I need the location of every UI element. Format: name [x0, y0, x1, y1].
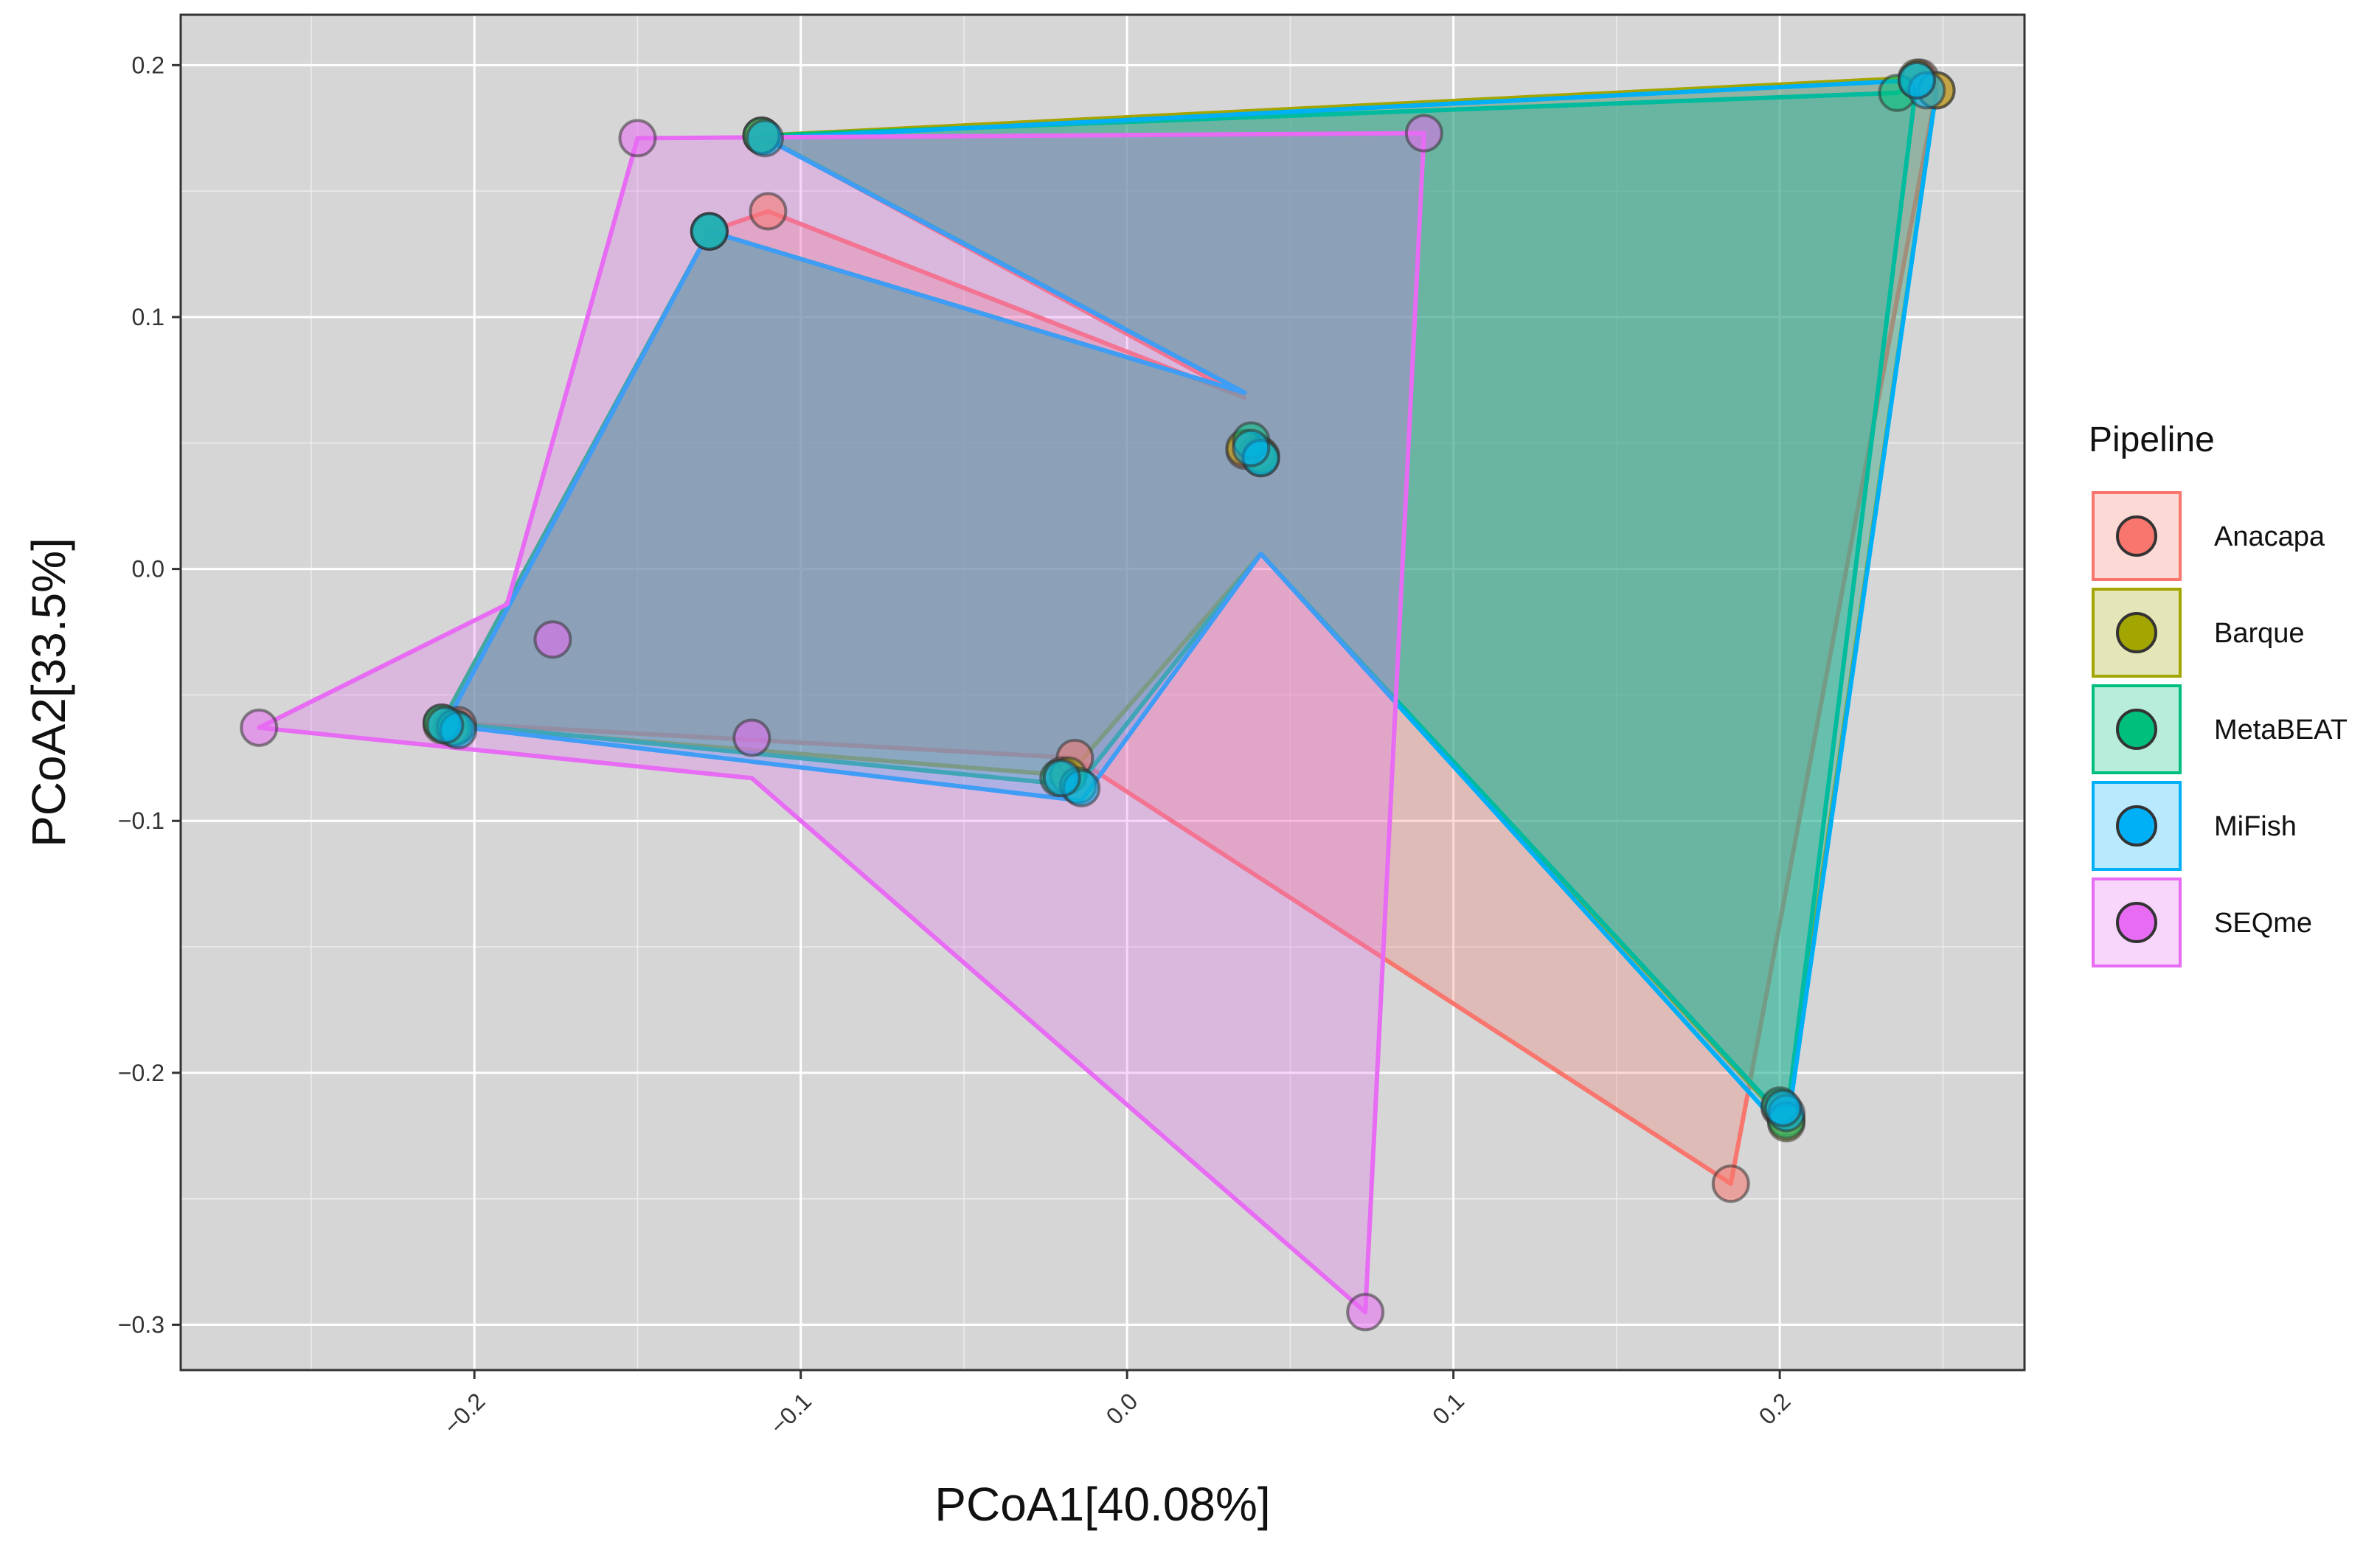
y-tick-label: 0.1: [132, 304, 164, 330]
legend-dot: [2116, 902, 2157, 943]
plot-panel: [179, 13, 2026, 1372]
point-seqme: [1404, 114, 1443, 153]
y-tick-label: −0.2: [118, 1060, 164, 1086]
point-mifish: [746, 119, 785, 158]
legend-title: Pipeline: [2089, 420, 2215, 459]
legend-dot: [2116, 612, 2157, 653]
point-anacapa: [1711, 1164, 1750, 1203]
major-grid: [181, 15, 2025, 1370]
x-axis-title: PCoA1[40.08%]: [934, 1478, 1270, 1531]
panel-border: [179, 13, 2026, 1372]
y-tick-label: −0.1: [118, 807, 164, 834]
legend: Pipeline Anacapa Barque MetaBEAT MiFish SEQm…: [2089, 420, 2348, 967]
legend-dot: [2116, 709, 2157, 750]
legend-dot: [2116, 805, 2157, 847]
point-anacapa: [749, 192, 788, 231]
legend-item-mifish: MiFish: [2092, 781, 2297, 871]
legend-item-metabeat: MetaBEAT: [2092, 684, 2348, 774]
legend-items: Anacapa Barque MetaBEAT MiFish SEQme: [2092, 491, 2348, 967]
point-mifish: [1232, 428, 1271, 468]
point-seqme: [240, 708, 279, 747]
legend-item-seqme: SEQme: [2092, 877, 2312, 967]
point-mifish: [690, 212, 729, 251]
point-seqme: [618, 119, 657, 158]
legend-label: MetaBEAT: [2214, 715, 2348, 746]
legend-label: SEQme: [2214, 908, 2312, 939]
hull-polygons: [257, 75, 1939, 1315]
minor-grid: [181, 15, 2025, 1370]
legend-label: MiFish: [2214, 811, 2297, 842]
legend-item-anacapa: Anacapa: [2092, 491, 2325, 581]
legend-dot: [2116, 515, 2157, 557]
point-seqme: [732, 718, 771, 757]
point-mifish: [1042, 759, 1081, 798]
panel-background: [181, 15, 2025, 1370]
y-axis: 0.2 0.1 0.0 −0.1 −0.2 −0.3: [118, 52, 181, 1338]
point-mifish: [426, 706, 465, 745]
point-seqme: [533, 620, 572, 659]
legend-item-barque: Barque: [2092, 588, 2305, 678]
y-tick-label: 0.2: [132, 52, 164, 78]
point-seqme: [1346, 1293, 1385, 1332]
point-mifish: [1897, 60, 1936, 100]
y-axis-title: PCoA2[33.5%]: [22, 538, 75, 847]
y-tick-label: 0.0: [132, 556, 164, 583]
legend-label: Anacapa: [2214, 521, 2325, 552]
y-tick-label: −0.3: [118, 1312, 164, 1338]
legend-label: Barque: [2214, 618, 2305, 649]
data-points: [240, 58, 1956, 1332]
point-mifish: [1763, 1088, 1803, 1127]
